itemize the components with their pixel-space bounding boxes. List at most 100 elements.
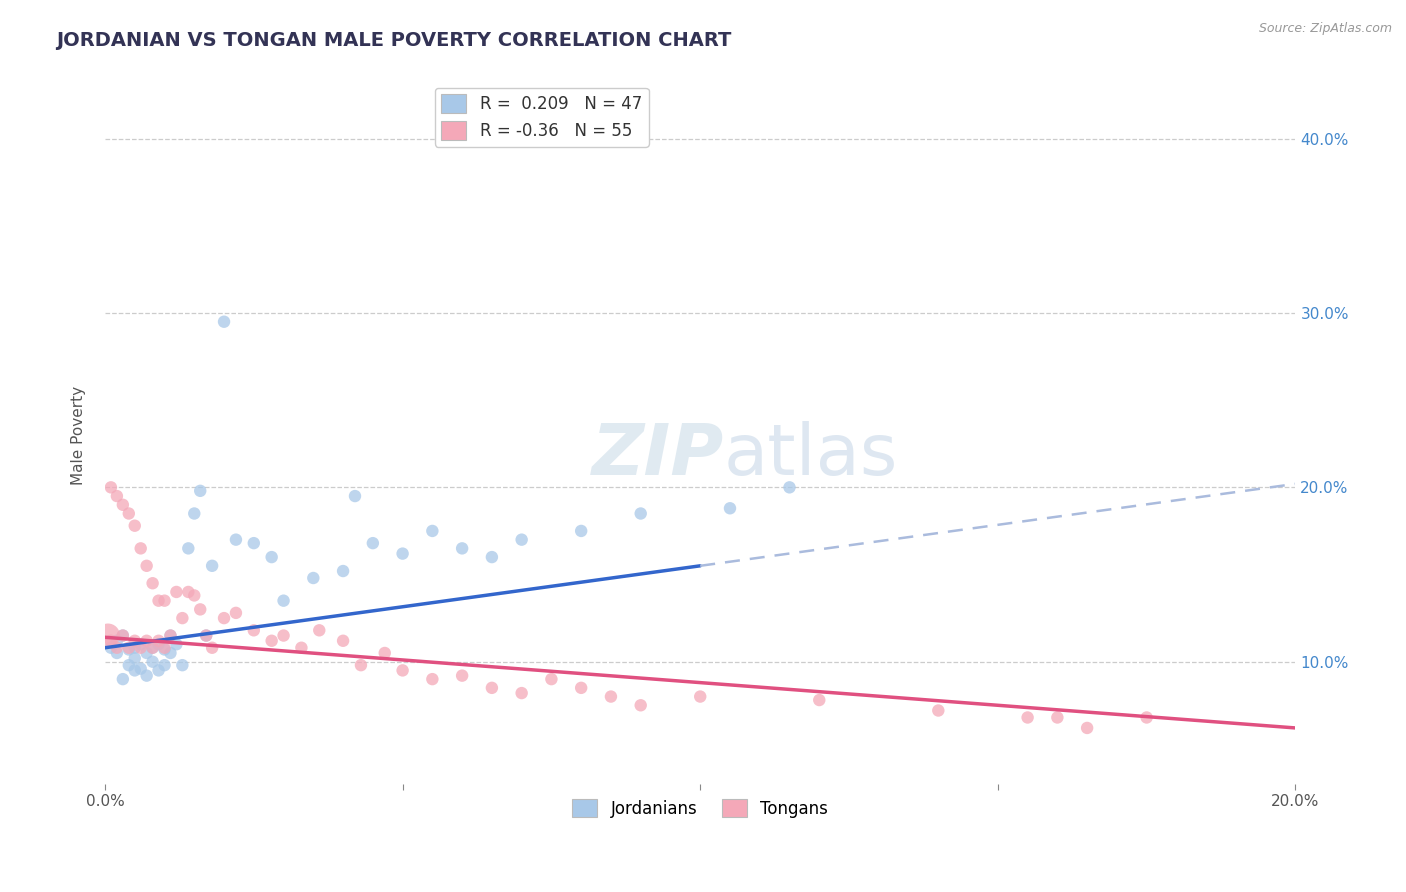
Point <box>374 646 396 660</box>
Point <box>129 640 152 655</box>
Point <box>188 602 211 616</box>
Point <box>350 658 373 673</box>
Point <box>100 480 122 494</box>
Point <box>600 690 623 704</box>
Point <box>630 698 652 713</box>
Point <box>273 628 295 642</box>
Point <box>177 541 200 556</box>
Text: ZIP: ZIP <box>592 421 724 491</box>
Text: atlas: atlas <box>724 421 898 491</box>
Point <box>422 672 444 686</box>
Y-axis label: Male Poverty: Male Poverty <box>72 385 86 484</box>
Point <box>183 589 205 603</box>
Point <box>212 611 235 625</box>
Text: JORDANIAN VS TONGAN MALE POVERTY CORRELATION CHART: JORDANIAN VS TONGAN MALE POVERTY CORRELA… <box>56 31 731 50</box>
Point <box>569 681 592 695</box>
Point <box>165 637 187 651</box>
Point <box>1136 710 1159 724</box>
Point <box>1046 710 1069 724</box>
Point <box>212 315 235 329</box>
Point <box>159 646 181 660</box>
Point <box>195 628 218 642</box>
Point <box>111 628 134 642</box>
Point <box>111 498 134 512</box>
Point <box>308 624 330 638</box>
Point <box>183 507 205 521</box>
Point <box>451 541 474 556</box>
Point <box>195 628 218 642</box>
Point <box>808 693 831 707</box>
Point <box>510 533 533 547</box>
Point <box>165 585 187 599</box>
Point <box>1017 710 1039 724</box>
Point <box>124 633 146 648</box>
Point <box>124 664 146 678</box>
Point <box>1076 721 1098 735</box>
Point <box>260 550 283 565</box>
Point <box>118 658 141 673</box>
Point <box>290 640 312 655</box>
Point <box>97 628 120 642</box>
Point <box>302 571 325 585</box>
Point <box>118 642 141 657</box>
Point <box>391 547 413 561</box>
Point <box>105 489 128 503</box>
Point <box>118 507 141 521</box>
Point <box>159 628 181 642</box>
Point <box>243 536 266 550</box>
Point <box>142 640 165 655</box>
Point <box>153 593 176 607</box>
Point <box>361 536 384 550</box>
Point <box>422 524 444 538</box>
Point <box>569 524 592 538</box>
Point <box>718 501 741 516</box>
Point <box>177 585 200 599</box>
Point <box>225 533 247 547</box>
Point <box>105 646 128 660</box>
Point <box>111 672 134 686</box>
Point <box>105 640 128 655</box>
Point <box>172 611 194 625</box>
Text: Source: ZipAtlas.com: Source: ZipAtlas.com <box>1258 22 1392 36</box>
Point <box>135 558 157 573</box>
Point <box>124 518 146 533</box>
Point <box>111 628 134 642</box>
Point <box>481 681 503 695</box>
Point <box>100 640 122 655</box>
Point <box>135 633 157 648</box>
Point <box>481 550 503 565</box>
Point <box>129 541 152 556</box>
Point <box>153 642 176 657</box>
Point <box>332 564 354 578</box>
Point <box>129 637 152 651</box>
Point <box>148 593 170 607</box>
Point <box>124 651 146 665</box>
Point <box>172 658 194 673</box>
Point <box>148 637 170 651</box>
Point <box>225 606 247 620</box>
Point <box>142 576 165 591</box>
Point <box>273 593 295 607</box>
Point <box>188 483 211 498</box>
Point <box>451 668 474 682</box>
Point <box>135 646 157 660</box>
Point <box>124 640 146 655</box>
Point <box>779 480 801 494</box>
Point <box>118 640 141 655</box>
Point <box>243 624 266 638</box>
Point <box>153 658 176 673</box>
Point <box>142 655 165 669</box>
Point <box>135 668 157 682</box>
Point <box>201 640 224 655</box>
Point <box>201 558 224 573</box>
Point <box>332 633 354 648</box>
Point <box>630 507 652 521</box>
Point <box>540 672 562 686</box>
Point <box>148 664 170 678</box>
Legend: Jordanians, Tongans: Jordanians, Tongans <box>565 792 835 824</box>
Point <box>689 690 711 704</box>
Point <box>105 633 128 648</box>
Point <box>153 640 176 655</box>
Point <box>391 664 413 678</box>
Point <box>129 662 152 676</box>
